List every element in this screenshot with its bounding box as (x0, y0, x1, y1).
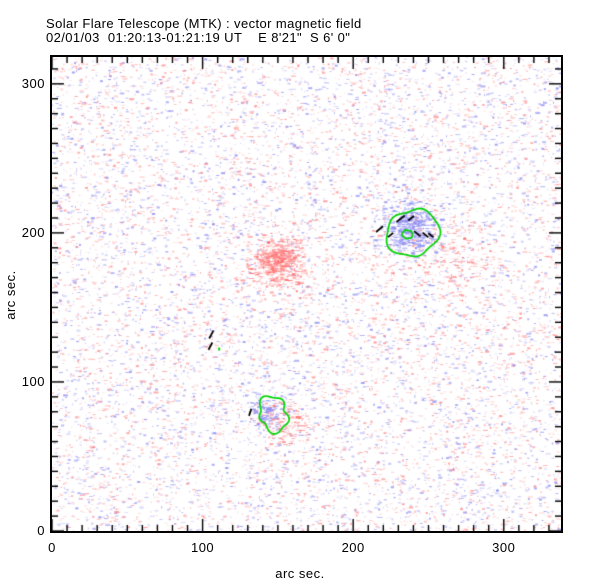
x-axis-label: arc sec. (275, 566, 325, 581)
magnetogram-canvas (52, 57, 561, 531)
x-tick-label: 100 (190, 540, 215, 555)
chart-title: Solar Flare Telescope (MTK) : vector mag… (46, 16, 362, 31)
y-tick-label: 100 (21, 373, 45, 389)
y-tick-label: 200 (21, 224, 45, 240)
plot-frame (50, 55, 563, 533)
x-tick-label: 0 (48, 540, 56, 555)
x-tick-label: 300 (492, 540, 516, 555)
y-tick-label: 0 (37, 523, 45, 538)
chart-subtitle: 02/01/03 01:20:13-01:21:19 UT E 8'21" S … (46, 30, 351, 45)
y-axis-label: arc sec. (3, 270, 18, 320)
x-tick-label: 200 (341, 540, 365, 555)
y-tick-label: 300 (21, 75, 45, 91)
